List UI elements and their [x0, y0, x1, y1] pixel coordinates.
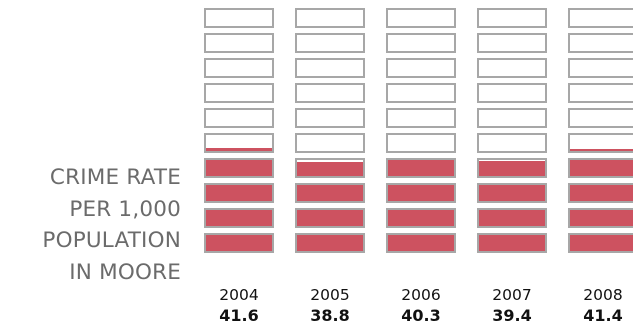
- unit-icon-fill: [206, 185, 272, 201]
- unit-icon: [386, 108, 456, 128]
- unit-icon: [386, 33, 456, 53]
- unit-icon: [204, 108, 274, 128]
- unit-icon: [477, 58, 547, 78]
- unit-icon: [295, 208, 365, 228]
- unit-icon-fill: [206, 160, 272, 176]
- unit-icon: [568, 233, 633, 253]
- unit-icon-fill: [479, 185, 545, 201]
- chart-title-line-1: CRIME RATE: [49, 165, 181, 190]
- unit-icon: [204, 133, 274, 153]
- unit-icon-fill: [479, 235, 545, 251]
- year-column: 2006 40.3: [386, 0, 466, 328]
- unit-icon-fill: [206, 210, 272, 226]
- unit-icon: [386, 133, 456, 153]
- unit-icon: [386, 8, 456, 28]
- year-label: 2006: [401, 286, 441, 304]
- value-label: 41.6: [219, 306, 259, 325]
- unit-icon-fill: [570, 210, 633, 226]
- unit-icon: [477, 208, 547, 228]
- unit-icon: [386, 58, 456, 78]
- unit-icon: [295, 83, 365, 103]
- unit-icon-fill: [570, 235, 633, 251]
- unit-icon: [477, 183, 547, 203]
- unit-icon-fill: [570, 148, 633, 151]
- unit-icon: [386, 233, 456, 253]
- unit-icon-fill: [206, 148, 272, 151]
- unit-icon: [568, 33, 633, 53]
- unit-icon-fill: [297, 235, 363, 251]
- chart-title-line-4: IN MOORE: [69, 259, 181, 285]
- unit-icon: [295, 58, 365, 78]
- unit-icon-fill: [479, 160, 545, 176]
- unit-icon: [204, 83, 274, 103]
- value-label: 41.4: [583, 306, 623, 325]
- unit-icon: [295, 33, 365, 53]
- unit-icon-fill: [479, 210, 545, 226]
- unit-icon: [204, 58, 274, 78]
- unit-icon: [568, 58, 633, 78]
- chart-title-line-2: PER 1,000: [69, 196, 181, 222]
- unit-icon: [477, 158, 547, 178]
- value-label: 39.4: [492, 306, 532, 325]
- unit-icon: [568, 208, 633, 228]
- chart-title-line-3: POPULATION: [42, 228, 181, 253]
- unit-icon: [477, 233, 547, 253]
- chart-title: CRIME RATE PER 1,000 POPULATION IN MOORE: [42, 162, 181, 288]
- unit-icon: [295, 158, 365, 178]
- unit-icon: [204, 233, 274, 253]
- year-column: 2004 41.6: [204, 0, 284, 328]
- unit-icon: [568, 158, 633, 178]
- unit-icon-fill: [570, 160, 633, 176]
- unit-icon: [568, 133, 633, 153]
- unit-icon: [568, 8, 633, 28]
- unit-icon: [568, 83, 633, 103]
- year-column: 2008 41.4: [568, 0, 633, 328]
- unit-icon: [295, 233, 365, 253]
- unit-icon: [386, 158, 456, 178]
- unit-icon-fill: [297, 210, 363, 226]
- unit-icon: [295, 183, 365, 203]
- unit-icon-fill: [388, 160, 454, 176]
- unit-icon-fill: [570, 185, 633, 201]
- unit-icon: [477, 33, 547, 53]
- unit-icon: [477, 133, 547, 153]
- unit-icon: [295, 8, 365, 28]
- year-column: 2005 38.8: [295, 0, 375, 328]
- unit-icon-fill: [388, 185, 454, 201]
- unit-icon: [568, 108, 633, 128]
- unit-icon: [386, 208, 456, 228]
- unit-icon-fill: [388, 210, 454, 226]
- unit-icon: [477, 108, 547, 128]
- year-label: 2004: [219, 286, 259, 304]
- unit-icon: [386, 83, 456, 103]
- year-label: 2005: [310, 286, 350, 304]
- unit-icon: [204, 33, 274, 53]
- unit-icon: [386, 183, 456, 203]
- unit-icon: [477, 8, 547, 28]
- unit-icon-fill: [206, 235, 272, 251]
- value-label: 40.3: [401, 306, 441, 325]
- year-label: 2008: [583, 286, 623, 304]
- value-label: 38.8: [310, 306, 350, 325]
- year-column: 2007 39.4: [477, 0, 557, 328]
- unit-icon: [568, 183, 633, 203]
- unit-icon-fill: [297, 161, 363, 176]
- unit-icon: [204, 158, 274, 178]
- unit-icon: [477, 83, 547, 103]
- unit-icon: [295, 133, 365, 153]
- unit-icon: [204, 208, 274, 228]
- unit-icon: [204, 8, 274, 28]
- unit-icon-fill: [297, 185, 363, 201]
- unit-icon-fill: [388, 235, 454, 251]
- unit-icon: [295, 108, 365, 128]
- unit-icon: [204, 183, 274, 203]
- year-label: 2007: [492, 286, 532, 304]
